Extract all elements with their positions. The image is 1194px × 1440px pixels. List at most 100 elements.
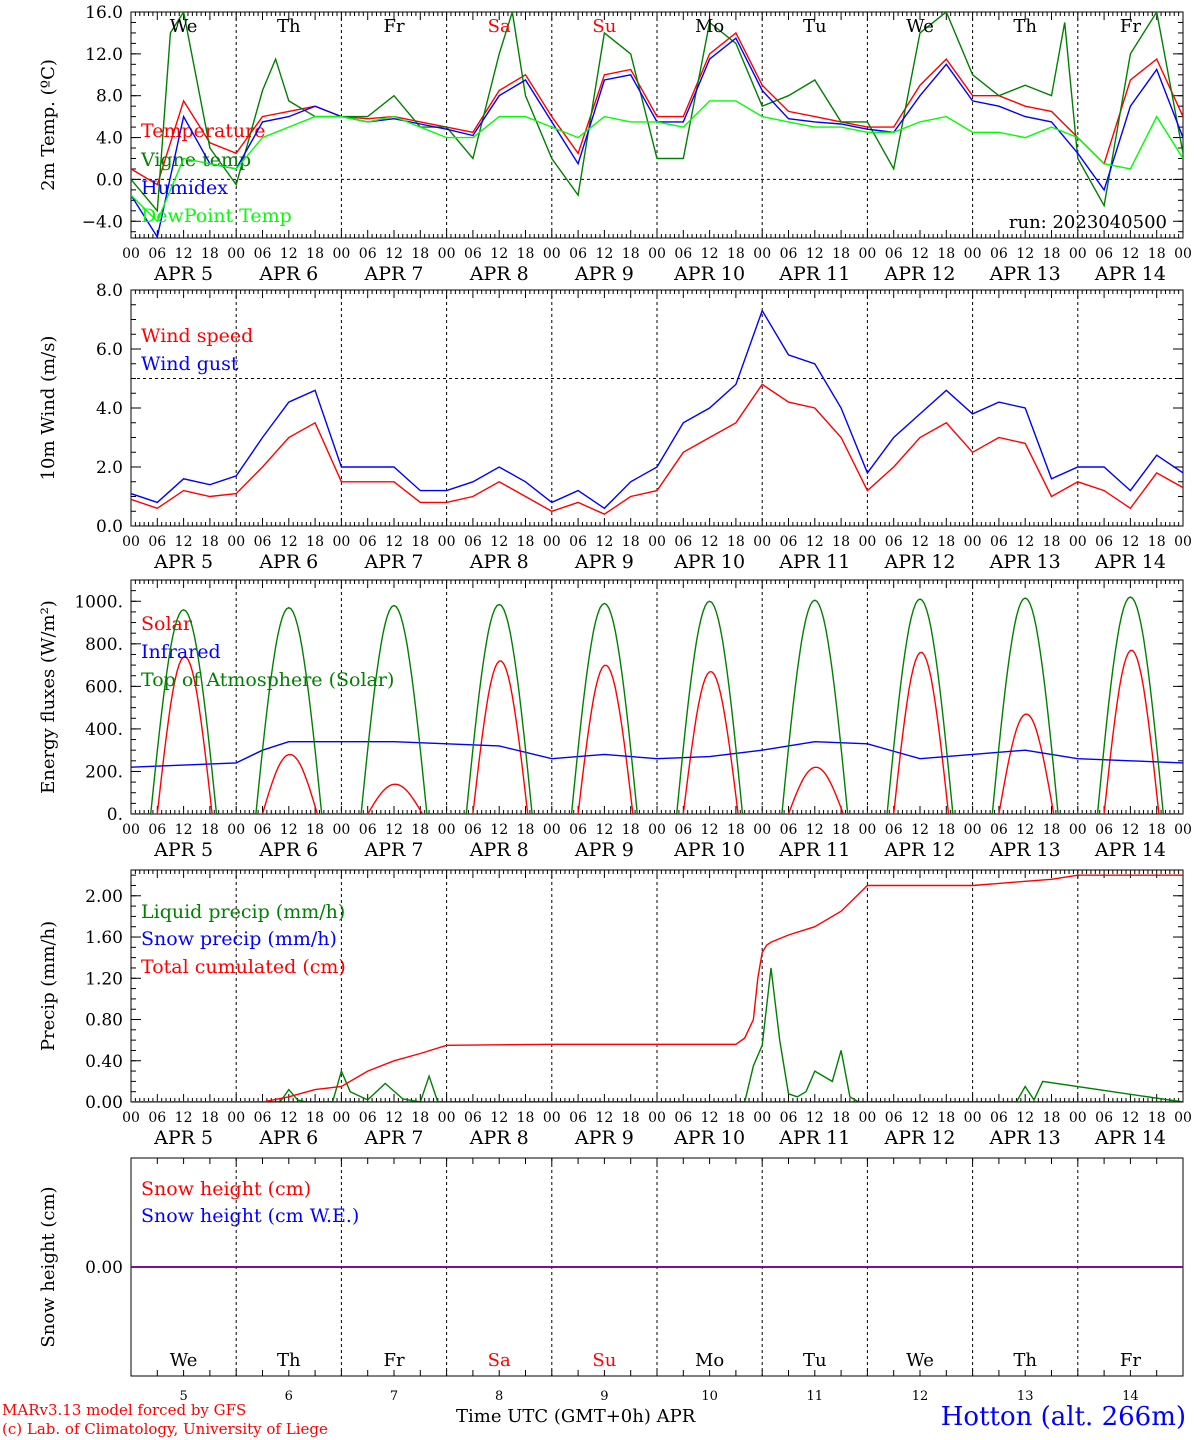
date-label: APR 13 [989,839,1061,861]
legend-entry: Snow height (cm) [141,1178,311,1200]
hour-tick-label: 18 [832,534,850,550]
day-name: Sa [488,16,511,37]
hour-tick-label: 18 [201,1110,219,1126]
precip-panel: 2.00 1.60 1.20 0.80 0.40 0.00 Precip (mm/h) Liq… [38,869,1192,1149]
day-name: We [170,1350,198,1371]
snow-panel: 0.00 Snow height (cm) Snow height (cm) Snow… [38,1157,1184,1404]
hour-tick-label: 12 [911,534,929,550]
date-label: APR 14 [1094,1127,1166,1149]
model-credit: MARv3.13 model forced by GFS [2,1401,247,1419]
day-number: 7 [390,1389,398,1404]
hour-tick-label: 18 [832,246,850,262]
hour-tick-label: 00 [543,1110,561,1126]
hour-tick-label: 00 [753,822,771,838]
hour-tick-label: 06 [464,246,482,262]
day-name: Tu [803,16,827,37]
hour-tick-label: 12 [1016,822,1034,838]
hour-tick-label: 00 [332,1110,350,1126]
date-label: APR 10 [673,839,745,861]
hour-tick-label: 06 [359,822,377,838]
hour-tick-label: 12 [1121,534,1139,550]
legend-entry: Total cumulated (cm) [141,956,346,978]
date-label: APR 8 [469,839,529,861]
hour-tick-label: 18 [306,822,324,838]
hour-tick-label: 06 [148,822,166,838]
date-label: APR 11 [778,839,850,861]
hour-tick-label: 06 [674,822,692,838]
hour-tick-label: 00 [227,822,245,838]
date-label: APR 5 [153,1127,213,1149]
date-label: APR 11 [778,551,850,573]
hour-tick-label: 00 [753,246,771,262]
hour-tick-label: 12 [175,246,193,262]
hour-tick-label: 18 [201,246,219,262]
hour-tick-label: 00 [648,1110,666,1126]
day-name: We [906,16,934,37]
hour-tick-label: 00 [543,246,561,262]
hour-tick-label: 12 [1121,1110,1139,1126]
day-name: Fr [1120,1350,1141,1371]
y-tick-label: 0.0 [96,170,123,190]
date-label: APR 8 [469,263,529,285]
hour-tick-label: 12 [490,822,508,838]
hour-tick-label: 06 [569,246,587,262]
hour-tick-label: 00 [858,534,876,550]
hour-tick-label: 06 [569,1110,587,1126]
hour-tick-label: 12 [175,1110,193,1126]
hour-tick-label: 18 [411,1110,429,1126]
hour-tick-label: 18 [622,822,640,838]
y-axis-label: Energy fluxes (W/m²) [38,600,59,794]
hour-tick-label: 06 [254,534,272,550]
series-line-top-of-atmosphere-solar- [131,596,1183,814]
y-tick-label: 8.0 [96,87,123,107]
hour-tick-label: 18 [517,246,535,262]
date-label: APR 14 [1094,551,1166,573]
hour-tick-label: 12 [911,1110,929,1126]
y-tick-label: 2.00 [85,887,123,907]
hour-tick-label: 00 [438,1110,456,1126]
y-tick-label: 200. [85,762,123,782]
day-name: Mo [695,16,724,37]
date-label: APR 13 [989,1127,1061,1149]
hour-tick-label: 18 [1148,1110,1166,1126]
hour-tick-label: 00 [122,822,140,838]
date-label: APR 9 [574,839,634,861]
hour-tick-label: 00 [438,534,456,550]
legend-entry: Top of Atmosphere (Solar) [141,669,394,691]
date-label: APR 10 [673,551,745,573]
legend-entry: Liquid precip (mm/h) [141,901,345,923]
y-tick-label: −4.0 [82,212,123,232]
y-tick-label: 0.00 [85,1258,123,1278]
day-name: We [906,1350,934,1371]
hour-tick-label: 18 [937,1110,955,1126]
hour-tick-label: 00 [122,246,140,262]
hour-tick-label: 06 [674,534,692,550]
y-tick-label: 4.0 [96,129,123,149]
hour-tick-label: 12 [280,246,298,262]
hour-tick-label: 18 [517,822,535,838]
hour-tick-label: 18 [517,1110,535,1126]
hour-tick-label: 06 [359,1110,377,1126]
hour-tick-label: 00 [332,534,350,550]
hour-tick-label: 12 [806,822,824,838]
hour-tick-label: 12 [701,534,719,550]
hour-tick-label: 18 [1148,534,1166,550]
hour-tick-label: 00 [122,1110,140,1126]
date-label: APR 5 [153,839,213,861]
date-label: APR 7 [364,263,424,285]
hour-tick-label: 06 [254,1110,272,1126]
day-name: Th [277,16,301,37]
hour-tick-label: 18 [622,246,640,262]
hour-tick-label: 18 [937,822,955,838]
hour-tick-label: 06 [464,534,482,550]
hour-tick-label: 00 [858,822,876,838]
series-line-vigne-temp [131,12,1183,213]
hour-tick-label: 06 [990,246,1008,262]
hour-tick-label: 12 [701,246,719,262]
day-number: 5 [179,1389,187,1404]
hour-tick-label: 12 [1016,246,1034,262]
hour-tick-label: 00 [1069,246,1087,262]
hour-tick-label: 00 [227,534,245,550]
hour-tick-label: 00 [964,822,982,838]
day-number: 9 [600,1389,608,1404]
